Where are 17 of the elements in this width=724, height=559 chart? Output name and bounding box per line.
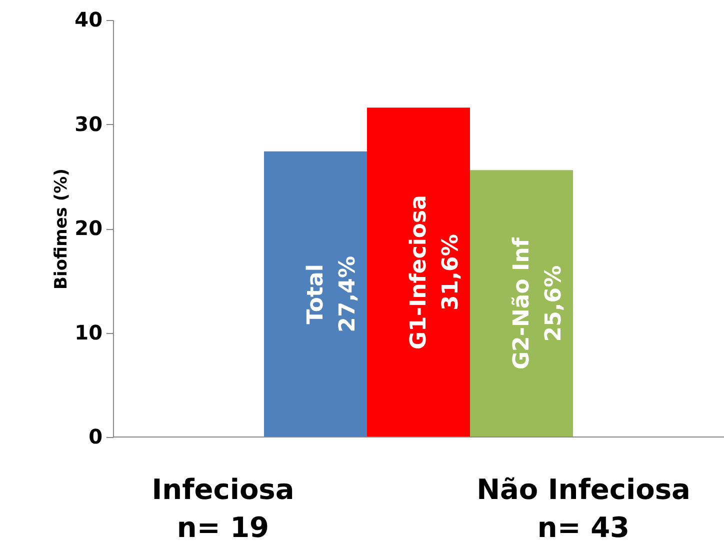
data-label: 27,4% bbox=[336, 256, 360, 332]
text: Não Infeciosa n= 43 bbox=[476, 473, 690, 544]
data-label: 25,6% bbox=[542, 265, 566, 342]
y-tick-label: 10 bbox=[74, 320, 102, 344]
y-tick-label: 0 bbox=[88, 424, 102, 448]
x-tick-label: Total bbox=[304, 264, 328, 324]
bar bbox=[470, 170, 573, 437]
bar bbox=[367, 108, 470, 437]
text: Infeciosa n= 19 bbox=[152, 473, 294, 544]
y-tick-label: 20 bbox=[74, 216, 102, 240]
x-tick-label: G1-Infeciosa bbox=[406, 195, 432, 350]
bar bbox=[264, 151, 367, 437]
y-tick-label: 40 bbox=[74, 8, 102, 32]
data-label: 31,6% bbox=[438, 234, 464, 310]
y-axis-title: Biofimes (%) bbox=[52, 168, 72, 290]
y-tick-label: 30 bbox=[74, 112, 102, 136]
x-tick-label: G2-Não Inf bbox=[510, 237, 534, 370]
